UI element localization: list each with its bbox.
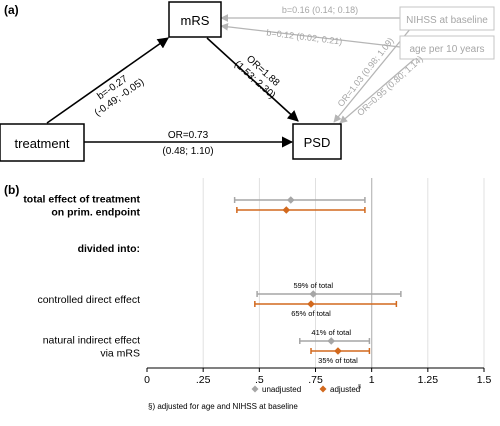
node-treatment-box <box>0 123 85 162</box>
label-treatment-psd-line2: (0.48; 1.10) <box>162 146 213 157</box>
legend-adjusted-footmark: § <box>358 384 361 390</box>
label-nihss-mrs: b=0.16 (0.14; 0.18) <box>282 5 358 15</box>
annotation-4: 41% of total <box>311 328 351 337</box>
point-estimate-0 <box>286 196 295 204</box>
node-mrs-label: mRS <box>181 13 210 28</box>
node-nihss-box <box>399 6 495 31</box>
point-estimate-4 <box>327 337 336 345</box>
node-psd-box <box>292 123 342 160</box>
legend-adjusted-label: adjusted <box>330 385 360 394</box>
node-nihss-label: NIHSS at baseline <box>406 15 488 26</box>
row-label-0-line-0: total effect of treatment <box>23 194 140 206</box>
node-age-box <box>399 35 495 60</box>
arrow-nihss-to-psd <box>333 27 412 123</box>
row-label-1-line-0: divided into: <box>78 243 140 255</box>
annotation-3: 65% of total <box>291 309 331 318</box>
arrow-age-to-psd <box>339 55 419 124</box>
panel-a-label: (a) <box>4 3 19 17</box>
x-tick-label-4: 1 <box>369 374 375 386</box>
point-estimate-1 <box>282 206 291 214</box>
label-age-mrs: b=0.12 (0.02; 0.21) <box>266 27 343 46</box>
row-label-0-line-1: on prim. endpoint <box>51 207 140 219</box>
node-age-label: age per 10 years <box>409 44 484 55</box>
x-tick-label-5: 1.25 <box>418 374 439 386</box>
arrow-mrs-to-psd <box>206 37 299 122</box>
footnote: §) adjusted for age and NIHSS at baselin… <box>148 402 298 411</box>
label-mrs-psd: OR=1.88 (1.53; 2.30) <box>232 54 282 102</box>
point-estimate-3 <box>307 300 315 308</box>
row-label-2-line-0: controlled direct effect <box>37 294 140 306</box>
annotation-5: 35% of total <box>318 356 358 365</box>
x-tick-label-3: .75 <box>308 374 323 386</box>
x-tick-label-6: 1.5 <box>477 374 492 386</box>
x-tick-label-2: .5 <box>255 374 264 386</box>
panel-b-label: (b) <box>4 183 19 197</box>
arrow-treatment-to-mrs <box>46 37 169 124</box>
node-mrs-box <box>168 1 222 38</box>
row-label-3-line-1: via mRS <box>100 348 140 360</box>
legend-unadjusted-label: unadjusted <box>262 385 301 394</box>
node-treatment-label: treatment <box>15 136 70 151</box>
legend-unadjusted-marker <box>251 385 259 393</box>
x-tick-label-0: 0 <box>144 374 150 386</box>
label-treatment-psd-line1: OR=0.73 <box>168 130 209 141</box>
arrow-age-to-mrs <box>220 22 401 48</box>
panel-a: (a) NIHSS at baseline age per 10 years b… <box>0 1 495 162</box>
annotation-2: 59% of total <box>293 281 333 290</box>
forest-plot: 0 .25 .5 .75 1 1.25 1.5 59% of total 65% of tota… <box>144 178 491 386</box>
point-estimate-5 <box>334 347 342 355</box>
label-nihss-psd: OR=1.03 (0.98; 1.09) <box>336 36 396 109</box>
node-psd-label: PSD <box>304 135 331 150</box>
x-tick-label-1: .25 <box>196 374 211 386</box>
point-estimate-2 <box>309 290 318 298</box>
legend-adjusted-marker <box>319 385 327 393</box>
row-label-3-line-0: natural indirect effect <box>43 335 140 347</box>
covariate-arrows <box>220 14 419 124</box>
legend: unadjusted adjusted§ <box>251 384 361 394</box>
